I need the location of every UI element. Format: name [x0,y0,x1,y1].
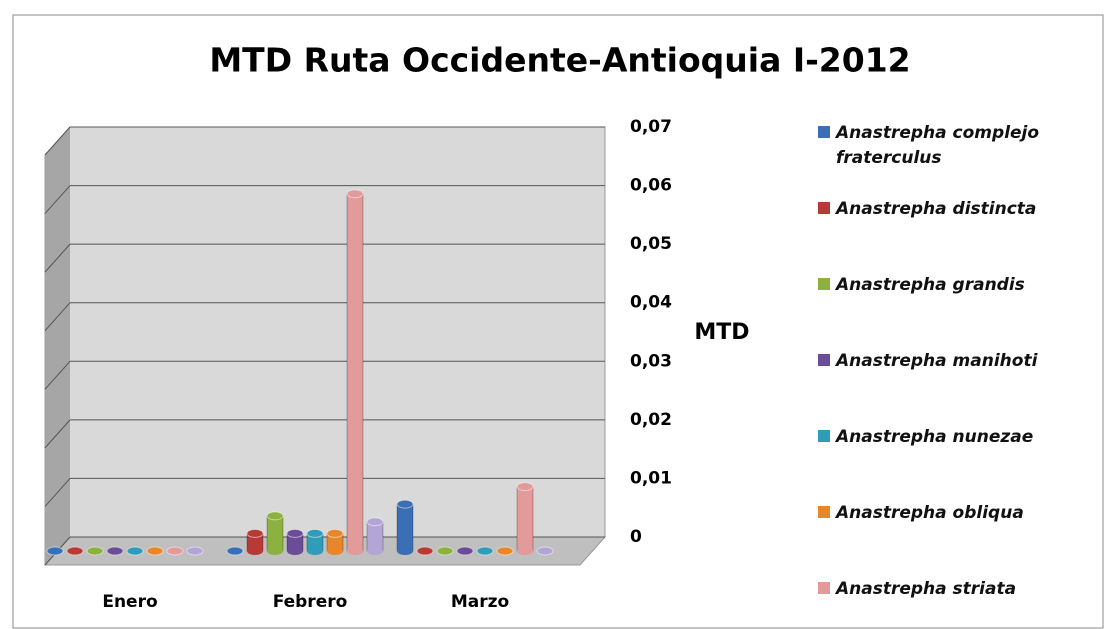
bar [266,515,284,552]
legend-swatch [818,582,830,594]
legend-label: Anastrepha manihoti [836,351,1038,371]
chart-title: MTD Ruta Occidente-Antioquia I-2012 [209,41,910,80]
y-tick-label: 0,06 [630,176,672,196]
bar-base [517,547,533,555]
grid-line-side [44,302,71,332]
legend-swatch [818,278,830,290]
legend-label: Anastrepha striata [836,579,1017,599]
bar [346,193,364,552]
legend-item: Anastrepha complejo fraterculus [818,121,1076,171]
bar [396,503,414,552]
x-tick-label: Marzo [451,592,509,612]
bar-top [226,546,244,556]
legend-label: Anastrepha nunezae [836,427,1034,447]
bar-base [267,547,283,555]
grid-line-side [44,126,71,156]
legend-swatch [818,354,830,366]
bar [516,486,534,552]
x-tick-label: Enero [102,592,157,612]
legend-swatch [818,202,830,214]
legend-label: Anastrepha obliqua [836,503,1024,523]
y-tick-label: 0,02 [630,410,672,430]
bar-base [367,547,383,555]
bar-base [247,547,263,555]
y-tick-label: 0,03 [630,351,672,371]
legend-label: Anastrepha distincta [836,199,1037,219]
bar-base [307,547,323,555]
bar-top [146,546,164,556]
legend-item: Anastrepha manihoti [818,349,1076,374]
y-tick-label: 0,07 [630,117,672,137]
legend-item: Anastrepha distincta [818,197,1076,222]
legend-label: Anastrepha complejo fraterculus [836,123,1040,168]
bar-top [266,511,284,521]
bar-top [86,546,104,556]
bar-base [327,547,343,555]
grid-line-side [44,478,71,507]
bar-top [416,546,434,556]
bar-top [396,499,414,509]
bar-top [166,546,184,556]
bar-top [516,482,534,492]
grid-line-side [44,185,71,214]
bar-top [126,546,144,556]
side-wall [45,127,70,565]
bar-top [326,528,344,538]
bar-top [286,528,304,538]
grid-line-side [44,419,71,449]
bar-top [346,189,364,199]
legend-item: Anastrepha obliqua [818,501,1076,526]
legend-swatch [818,430,830,442]
legend-item: Anastrepha grandis [818,273,1076,298]
bar-top [476,546,494,556]
legend-item: Anastrepha nunezae [818,425,1076,450]
y-tick-label: 0 [630,527,642,547]
y-tick-label: 0,05 [630,234,672,254]
legend-swatch [818,126,830,138]
bar-top [366,517,384,527]
bar-top [436,546,454,556]
x-tick-label: Febrero [273,592,348,612]
bar-top [246,528,264,538]
bar-top [106,546,124,556]
y-axis-label: MTD [694,320,749,345]
bar-base [397,547,413,555]
bar-top [456,546,474,556]
legend-item: Anastrepha striata [818,577,1076,602]
y-tick-label: 0,01 [630,468,672,488]
bar-top [536,546,554,556]
bar-top [46,546,64,556]
grid-line-side [44,360,71,390]
legend-swatch [818,506,830,518]
bar-base [347,547,363,555]
bar-base [287,547,303,555]
legend-label: Anastrepha grandis [836,275,1025,295]
grid-line-side [44,243,71,273]
bar-top [306,528,324,538]
bar-top [496,546,514,556]
bar-top [66,546,84,556]
bar-top [186,546,204,556]
y-tick-label: 0,04 [630,293,672,313]
